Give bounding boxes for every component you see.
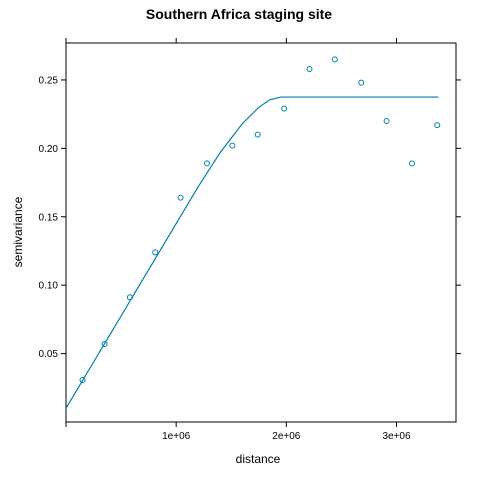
data-point: [408, 160, 415, 167]
data-point: [281, 105, 288, 112]
y-tick-label: 0.15: [39, 212, 59, 223]
plot-frame: [65, 42, 457, 423]
x-axis-label: distance: [236, 452, 281, 466]
axis-ticks: 1e+06 2e+06 3e+06 0.05 0.10 0.15 0.20 0.25: [39, 38, 461, 442]
data-point: [434, 122, 441, 129]
data-point: [358, 79, 365, 86]
x-tick-label: 3e+06: [382, 431, 411, 442]
x-tick-label: 2e+06: [272, 431, 301, 442]
y-axis-label: semivariance: [11, 196, 25, 267]
x-tick-label: 1e+06: [162, 431, 191, 442]
data-point: [204, 160, 211, 167]
data-point: [177, 194, 184, 201]
data-point: [126, 294, 133, 301]
data-point: [254, 131, 261, 138]
points-group: [79, 56, 441, 383]
data-point: [79, 376, 86, 383]
data-point: [152, 249, 159, 256]
model-line: [65, 96, 439, 409]
chart-title: Southern Africa staging site: [146, 6, 332, 22]
data-point: [229, 142, 236, 149]
model-line-group: [65, 96, 439, 409]
y-tick-label: 0.10: [39, 281, 59, 292]
y-tick-label: 0.05: [39, 349, 59, 360]
data-point: [101, 341, 108, 348]
data-point: [306, 65, 313, 72]
y-tick-label: 0.20: [39, 144, 59, 155]
data-point: [331, 56, 338, 63]
y-tick-label: 0.25: [39, 75, 59, 86]
data-point: [383, 117, 390, 124]
